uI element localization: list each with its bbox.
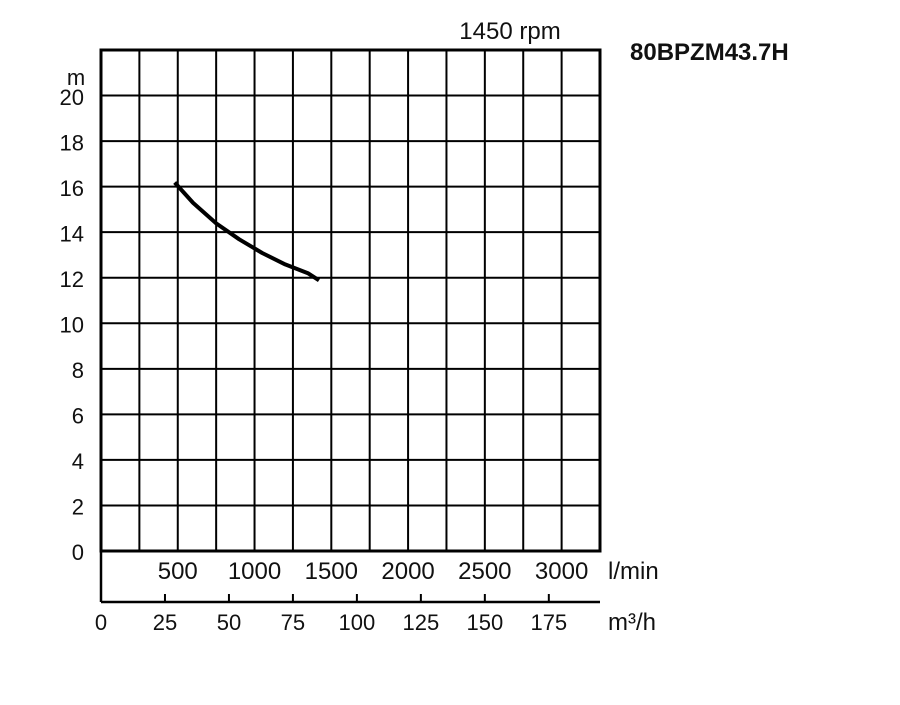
y-tick-label: 2 bbox=[72, 495, 84, 520]
x2-tick-label: 0 bbox=[95, 610, 107, 635]
grid bbox=[101, 50, 600, 551]
labels: 80BPZM43.7H 1450 rpm m l/min m³/h bbox=[67, 18, 789, 636]
x-tick-label: 1000 bbox=[228, 558, 281, 585]
x-tick-label: 500 bbox=[158, 558, 198, 585]
x2-unit-label: m³/h bbox=[608, 609, 656, 636]
y-tick-label: 8 bbox=[72, 358, 84, 383]
chart-title: 80BPZM43.7H bbox=[630, 39, 789, 66]
x2-tick-label: 175 bbox=[530, 610, 567, 635]
x2-tick-label: 100 bbox=[339, 610, 376, 635]
plot-frame bbox=[101, 50, 600, 551]
x-tick-label: 1500 bbox=[305, 558, 358, 585]
y-tick-label: 0 bbox=[72, 540, 84, 565]
y-tick-label: 18 bbox=[60, 131, 84, 156]
x-tick-label: 2500 bbox=[458, 558, 511, 585]
x2-tick-label: 150 bbox=[466, 610, 503, 635]
y-tick-label: 14 bbox=[60, 222, 84, 247]
y-tick-label: 16 bbox=[60, 176, 84, 201]
x-tick-label: 2000 bbox=[381, 558, 434, 585]
y-axis-label: m bbox=[67, 65, 85, 90]
x2-tick-label: 125 bbox=[403, 610, 440, 635]
y-tick-label: 4 bbox=[72, 449, 84, 474]
y-tick-label: 6 bbox=[72, 404, 84, 429]
x2-tick-label: 25 bbox=[153, 610, 177, 635]
x-tick-label: 3000 bbox=[535, 558, 588, 585]
y-tick-label: 12 bbox=[60, 267, 84, 292]
y-tick-label: 10 bbox=[60, 313, 84, 338]
x2-tick-label: 75 bbox=[281, 610, 305, 635]
chart-subtitle: 1450 rpm bbox=[459, 18, 560, 45]
x2-tick-label: 50 bbox=[217, 610, 241, 635]
x-unit-label: l/min bbox=[608, 558, 659, 585]
